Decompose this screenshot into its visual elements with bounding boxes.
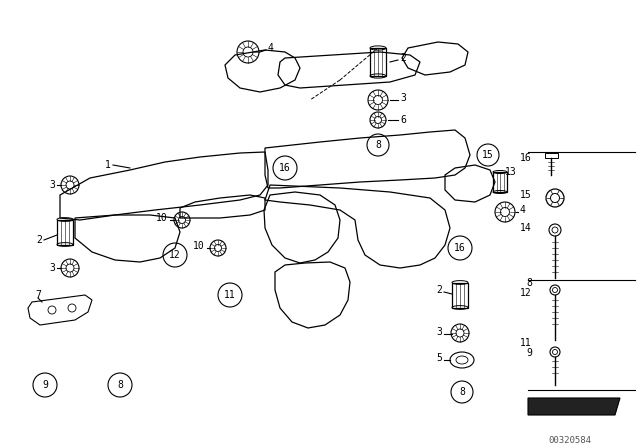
Text: 11: 11: [520, 338, 532, 348]
Text: 10: 10: [156, 213, 168, 223]
Text: 2: 2: [436, 285, 442, 295]
Text: 12: 12: [520, 288, 532, 298]
Text: 10: 10: [193, 241, 205, 251]
Text: 00320584: 00320584: [548, 435, 591, 444]
Text: 7: 7: [35, 290, 41, 300]
Text: 8: 8: [117, 380, 123, 390]
Text: 15: 15: [482, 150, 494, 160]
Text: 4: 4: [268, 43, 274, 53]
Text: 8: 8: [526, 278, 532, 288]
Text: 15: 15: [520, 190, 532, 200]
Text: 1: 1: [105, 160, 111, 170]
Text: 11: 11: [224, 290, 236, 300]
Text: 5: 5: [436, 353, 442, 363]
Text: 13: 13: [505, 167, 516, 177]
Text: 14: 14: [520, 223, 532, 233]
Text: 2: 2: [400, 53, 406, 63]
Text: 8: 8: [375, 140, 381, 150]
Text: 8: 8: [459, 387, 465, 397]
Text: 12: 12: [169, 250, 181, 260]
Text: 4: 4: [520, 205, 526, 215]
Text: 2: 2: [36, 235, 42, 245]
Text: 16: 16: [279, 163, 291, 173]
Text: 9: 9: [42, 380, 48, 390]
Polygon shape: [528, 398, 620, 415]
Text: 3: 3: [49, 263, 55, 273]
Text: 3: 3: [400, 93, 406, 103]
Text: 16: 16: [454, 243, 466, 253]
Text: 16: 16: [520, 153, 532, 163]
Text: 6: 6: [400, 115, 406, 125]
Text: 3: 3: [49, 180, 55, 190]
Text: 3: 3: [436, 327, 442, 337]
Text: 9: 9: [526, 348, 532, 358]
